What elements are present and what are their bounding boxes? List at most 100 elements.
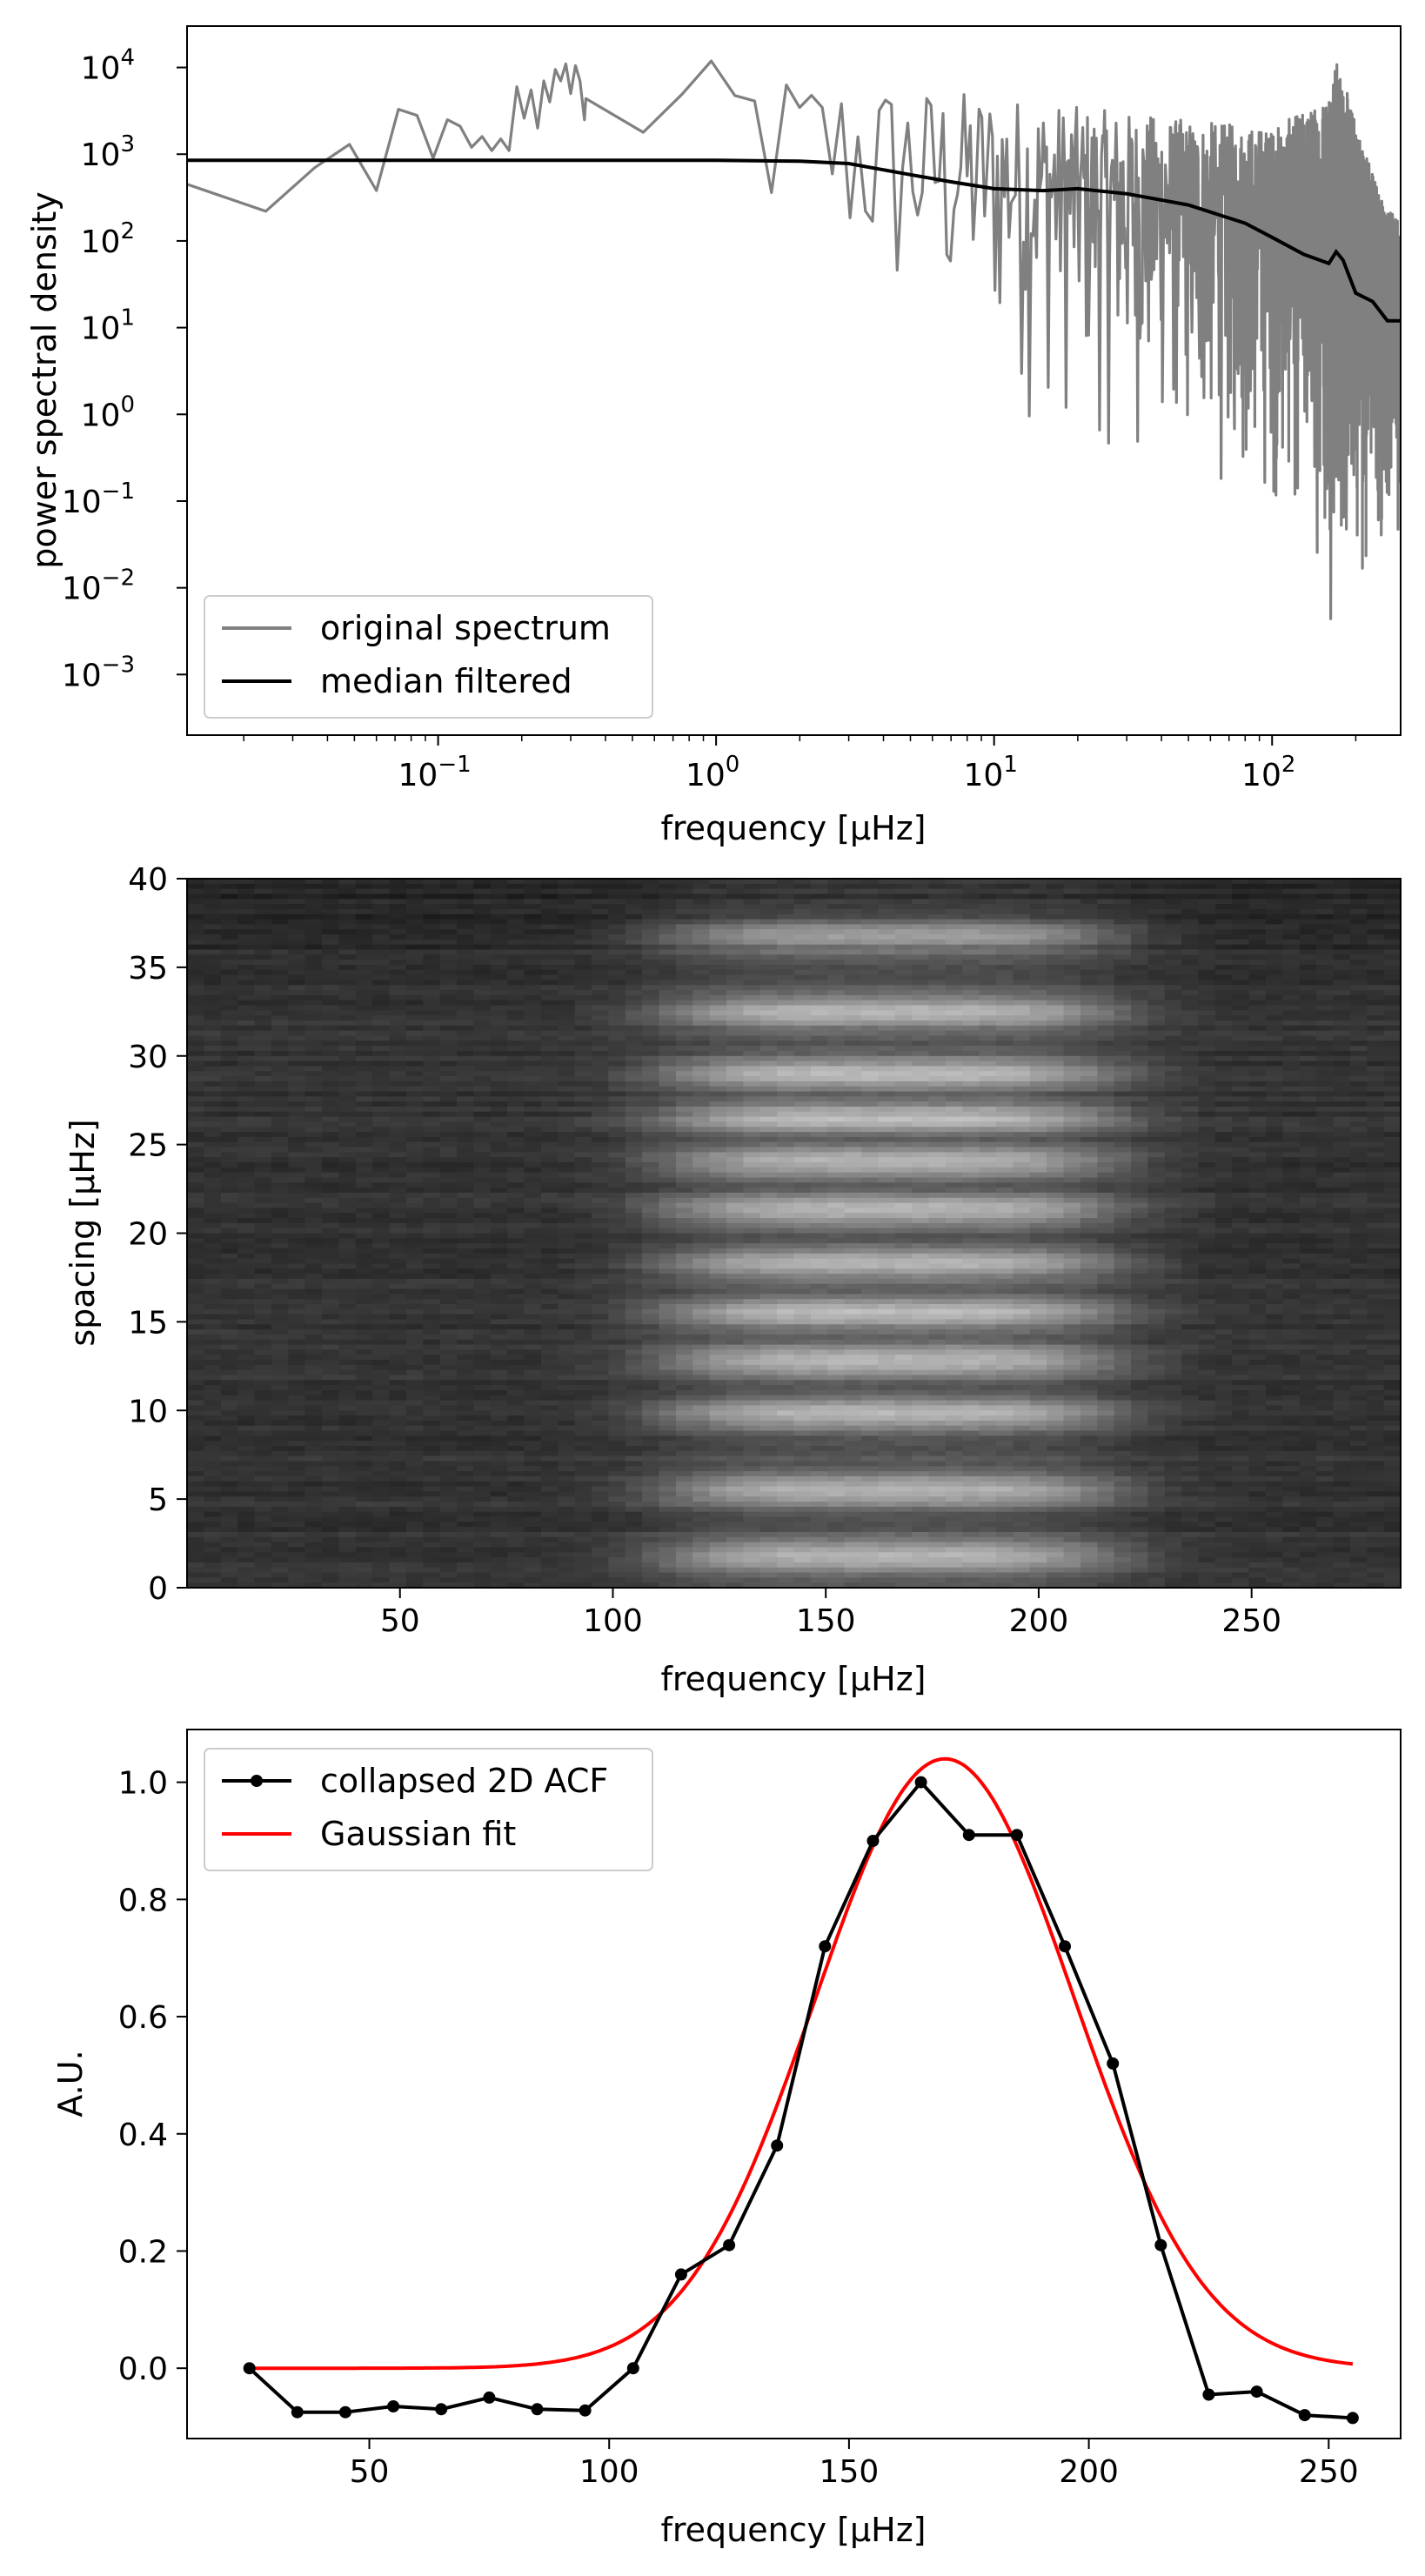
heatmap-cell <box>389 1061 407 1067</box>
heatmap-cell <box>1013 919 1031 925</box>
heatmap-cell <box>1299 913 1317 920</box>
heatmap-cell <box>254 1192 272 1199</box>
heatmap-cell <box>389 1071 407 1077</box>
heatmap-cell <box>574 1096 592 1102</box>
heatmap-cell <box>558 1046 576 1052</box>
heatmap-cell <box>692 1010 711 1016</box>
heatmap-cell <box>439 1096 458 1102</box>
heatmap-cell <box>1114 1218 1132 1224</box>
heatmap-cell <box>204 980 222 986</box>
heatmap-cell <box>1367 1111 1385 1118</box>
heatmap-cell <box>457 924 474 930</box>
heatmap-cell <box>777 879 795 885</box>
heatmap-cell <box>912 1010 930 1016</box>
heatmap-cell <box>204 879 222 885</box>
heatmap-cell <box>473 888 492 894</box>
heatmap-cell <box>1266 1107 1283 1113</box>
heatmap-cell <box>1232 1167 1250 1174</box>
heatmap-cell <box>405 888 424 894</box>
heatmap-cell <box>1029 980 1047 986</box>
heatmap-cell <box>1266 1136 1283 1143</box>
heatmap-cell <box>878 1202 896 1208</box>
heatmap-cell <box>827 1152 846 1158</box>
heatmap-cell <box>1131 904 1148 910</box>
heatmap-cell <box>1114 908 1132 915</box>
heatmap-cell <box>1164 919 1182 925</box>
heatmap-cell <box>1248 1111 1267 1118</box>
heatmap-cell <box>844 994 862 1001</box>
heatmap-cell <box>1080 1167 1098 1174</box>
heatmap-cell <box>810 1182 828 1188</box>
heatmap-cell <box>793 1071 812 1077</box>
heatmap-cell <box>894 913 913 920</box>
heatmap-cell <box>1097 1177 1115 1183</box>
heatmap-cell <box>524 1136 542 1143</box>
heatmap-cell <box>659 1208 677 1214</box>
heatmap-cell <box>1013 1005 1031 1011</box>
heatmap-cell <box>827 960 846 966</box>
heatmap-cell <box>1029 1177 1047 1183</box>
heatmap-cell <box>389 1152 407 1158</box>
heatmap-cell <box>1349 1182 1368 1188</box>
heatmap-cell <box>322 913 339 920</box>
heatmap-cell <box>220 929 238 935</box>
heatmap-cell <box>524 1020 542 1027</box>
heatmap-cell <box>1164 1213 1182 1219</box>
heatmap-cell <box>962 1030 980 1036</box>
heatmap-cell <box>405 1152 424 1158</box>
heatmap-cell <box>457 1005 474 1011</box>
heatmap-cell <box>810 1141 828 1148</box>
heatmap-cell <box>1349 913 1368 920</box>
heatmap-cell <box>675 1040 693 1047</box>
heatmap-cell <box>490 1162 508 1168</box>
heatmap-cell <box>1333 1076 1351 1082</box>
heatmap-cell <box>1333 883 1351 890</box>
heatmap-cell <box>372 1076 391 1082</box>
heatmap-cell <box>592 1167 609 1174</box>
heatmap-cell <box>238 924 256 930</box>
heatmap-cell <box>540 904 559 910</box>
heatmap-cell <box>962 1040 980 1047</box>
heatmap-cell <box>288 893 306 900</box>
heatmap-cell <box>304 1182 323 1188</box>
heatmap-cell <box>238 1076 256 1082</box>
heatmap-cell <box>1013 1162 1031 1168</box>
heatmap-cell <box>692 1182 711 1188</box>
heatmap-cell <box>777 1188 795 1194</box>
heatmap-cell <box>490 888 508 894</box>
heatmap-cell <box>1367 1162 1385 1168</box>
heatmap-cell <box>473 1015 492 1021</box>
heatmap-cell <box>709 960 727 966</box>
heatmap-cell <box>743 939 761 946</box>
heatmap-cell <box>1383 934 1401 940</box>
heatmap-cell <box>1282 929 1301 935</box>
heatmap-cell <box>592 1040 609 1047</box>
heatmap-cell <box>692 1192 711 1199</box>
heatmap-cell <box>1248 883 1267 890</box>
heatmap-cell <box>1266 1030 1283 1036</box>
heatmap-cell <box>304 899 323 905</box>
heatmap-cell <box>490 1192 508 1199</box>
heatmap-cell <box>423 1132 441 1138</box>
heatmap-cell <box>1248 1182 1267 1188</box>
heatmap-cell <box>777 913 795 920</box>
heatmap-cell <box>473 939 492 946</box>
heatmap-cell <box>928 1182 947 1188</box>
heatmap-cell <box>996 1081 1014 1087</box>
heatmap-cell <box>524 1111 542 1118</box>
heatmap-cell <box>844 1000 862 1007</box>
heatmap-cell <box>574 1162 592 1168</box>
heatmap-cell <box>304 1147 323 1153</box>
heatmap-cell <box>1029 1167 1047 1174</box>
heatmap-cell <box>692 1208 711 1214</box>
heatmap-cell <box>1266 1188 1283 1194</box>
heatmap-cell <box>996 1152 1014 1158</box>
heatmap-cell <box>1349 1177 1368 1183</box>
heatmap-cell <box>1164 1020 1182 1027</box>
heatmap-cell <box>793 980 812 986</box>
heatmap-cell <box>861 1071 879 1077</box>
heatmap-cell <box>1383 1040 1401 1047</box>
heatmap-cell <box>1214 969 1233 976</box>
heatmap-cell <box>457 1172 474 1178</box>
heatmap-cell <box>355 1101 373 1107</box>
